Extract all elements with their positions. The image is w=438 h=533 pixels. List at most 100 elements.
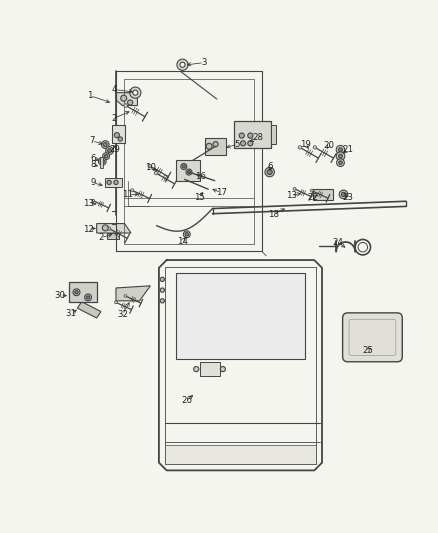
Circle shape <box>131 189 134 192</box>
Polygon shape <box>78 302 101 318</box>
Circle shape <box>100 159 104 164</box>
Circle shape <box>160 277 165 281</box>
Text: 17: 17 <box>215 188 226 197</box>
Polygon shape <box>116 286 150 301</box>
Text: 13: 13 <box>286 191 297 200</box>
Circle shape <box>160 298 165 303</box>
Circle shape <box>337 159 344 166</box>
Circle shape <box>206 143 212 149</box>
Circle shape <box>293 188 296 190</box>
Circle shape <box>180 62 185 67</box>
Text: 1: 1 <box>88 91 93 100</box>
Text: 9: 9 <box>91 179 96 187</box>
Circle shape <box>310 189 313 192</box>
Bar <box>176 160 200 181</box>
Bar <box>314 189 333 200</box>
Text: 2: 2 <box>111 114 117 123</box>
Text: 24: 24 <box>333 238 344 247</box>
Circle shape <box>339 154 343 158</box>
Bar <box>105 177 122 187</box>
Text: 5: 5 <box>235 140 240 149</box>
Text: 21: 21 <box>342 145 353 154</box>
Text: 2: 2 <box>98 233 104 242</box>
Circle shape <box>194 367 199 372</box>
Circle shape <box>248 133 253 138</box>
Polygon shape <box>97 223 131 233</box>
Circle shape <box>124 295 127 297</box>
Circle shape <box>99 157 106 165</box>
Circle shape <box>107 180 111 184</box>
Text: 4: 4 <box>112 85 117 94</box>
Bar <box>200 362 220 376</box>
Circle shape <box>313 146 317 149</box>
Text: 6: 6 <box>91 154 96 163</box>
Circle shape <box>108 149 112 152</box>
Text: 22: 22 <box>307 193 318 203</box>
Text: 26: 26 <box>181 396 192 405</box>
Circle shape <box>103 143 107 147</box>
Text: 31: 31 <box>65 309 76 318</box>
Circle shape <box>182 165 185 168</box>
Text: 16: 16 <box>195 172 206 181</box>
Bar <box>234 120 271 149</box>
Circle shape <box>240 141 246 146</box>
Circle shape <box>107 227 111 230</box>
Circle shape <box>73 289 80 296</box>
Text: 7: 7 <box>89 136 95 145</box>
Bar <box>100 157 103 168</box>
Circle shape <box>160 288 165 292</box>
Circle shape <box>75 290 78 294</box>
Circle shape <box>265 167 274 177</box>
Circle shape <box>339 190 348 199</box>
Circle shape <box>130 87 141 98</box>
Text: 18: 18 <box>268 209 279 219</box>
Bar <box>166 445 315 464</box>
Circle shape <box>121 95 127 101</box>
Text: 20: 20 <box>323 141 334 150</box>
Circle shape <box>87 296 90 299</box>
Circle shape <box>267 169 272 175</box>
Bar <box>112 125 125 143</box>
Circle shape <box>336 146 345 154</box>
Circle shape <box>114 180 118 184</box>
Text: 10: 10 <box>145 163 156 172</box>
Circle shape <box>101 141 109 149</box>
Circle shape <box>185 232 188 236</box>
Text: 19: 19 <box>300 140 311 149</box>
Bar <box>166 266 315 464</box>
Text: 15: 15 <box>194 193 205 203</box>
Text: 13: 13 <box>84 199 95 208</box>
Circle shape <box>85 294 92 301</box>
Circle shape <box>186 169 192 175</box>
Text: 6: 6 <box>268 161 273 171</box>
Text: 23: 23 <box>342 193 353 203</box>
Text: 28: 28 <box>252 133 263 142</box>
Circle shape <box>181 164 187 169</box>
Circle shape <box>336 152 345 160</box>
Circle shape <box>187 171 191 174</box>
Circle shape <box>124 104 127 107</box>
Circle shape <box>118 137 122 141</box>
Circle shape <box>177 59 188 70</box>
Circle shape <box>106 147 113 155</box>
Circle shape <box>102 225 108 231</box>
Circle shape <box>104 155 108 158</box>
Circle shape <box>339 148 343 152</box>
Bar <box>205 138 226 155</box>
Polygon shape <box>116 93 138 106</box>
Circle shape <box>127 100 133 105</box>
Circle shape <box>341 192 346 197</box>
Circle shape <box>184 231 190 238</box>
Circle shape <box>115 301 117 304</box>
Text: 3: 3 <box>201 58 207 67</box>
Circle shape <box>148 164 152 167</box>
Text: 30: 30 <box>55 291 66 300</box>
Circle shape <box>339 161 342 164</box>
Text: 25: 25 <box>363 346 374 354</box>
Bar <box>176 273 305 359</box>
Circle shape <box>92 199 95 202</box>
Polygon shape <box>106 233 120 239</box>
Text: 32: 32 <box>117 310 128 319</box>
Text: 12: 12 <box>84 224 95 233</box>
Circle shape <box>213 142 218 147</box>
